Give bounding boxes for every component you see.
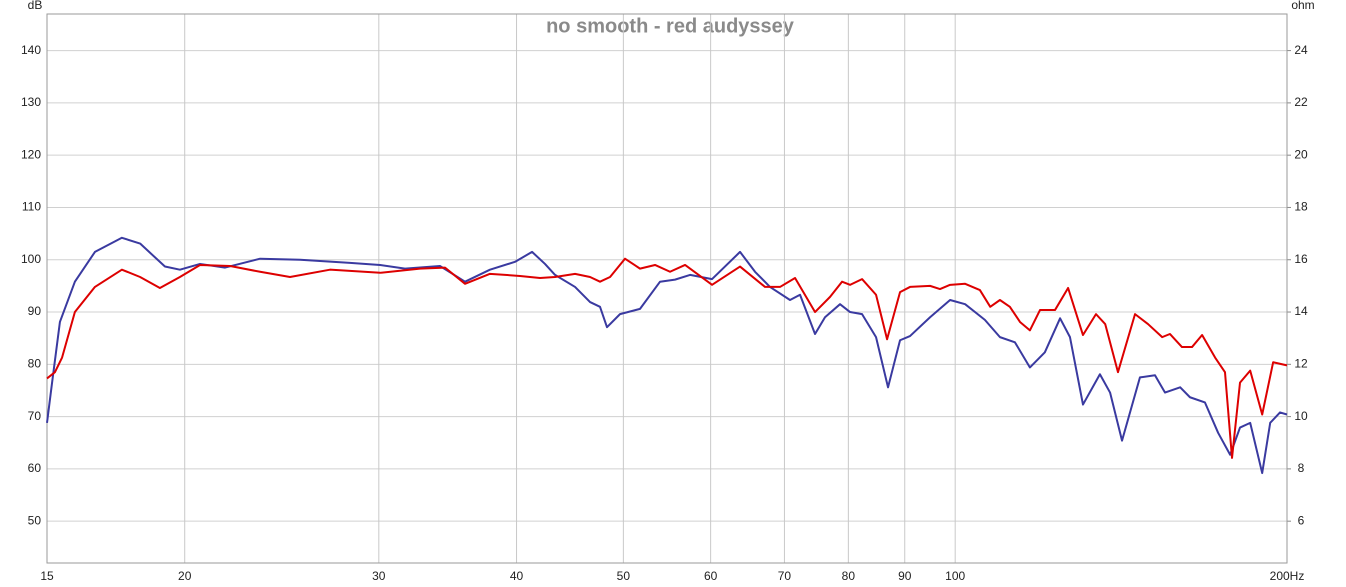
x-tick-label: 60 — [704, 569, 718, 583]
y2-tick-label: 20 — [1294, 147, 1308, 161]
plot-border — [46, 13, 1288, 564]
y2-tick-label: 10 — [1294, 409, 1308, 423]
y-tick-label: 50 — [28, 513, 42, 527]
x-tick-label: 15 — [40, 569, 54, 583]
x-tick-label: 30 — [372, 569, 386, 583]
y-tick-label: 70 — [28, 409, 42, 423]
y2-axis-unit: ohm — [1291, 0, 1314, 12]
y2-tick-label: 12 — [1294, 356, 1308, 370]
y2-tick-label: 16 — [1294, 252, 1308, 266]
y-tick-label: 60 — [28, 461, 42, 475]
data-line — [46, 236, 1288, 475]
y2-tick-label: 8 — [1298, 461, 1305, 475]
x-tick-label: 70 — [778, 569, 792, 583]
x-tick-label: 20 — [178, 569, 192, 583]
x-tick-label: 90 — [898, 569, 912, 583]
y-tick-label: 130 — [21, 95, 41, 109]
y-tick-label: 140 — [21, 43, 41, 57]
x-tick-label: 200Hz — [1270, 569, 1305, 583]
y2-tick-label: 18 — [1294, 200, 1308, 214]
x-tick-label: 80 — [842, 569, 856, 583]
y-tick-label: 100 — [21, 252, 41, 266]
y-axis-unit: dB — [28, 0, 43, 12]
y-tick-label: 90 — [28, 304, 42, 318]
x-tick-label: 100 — [945, 569, 965, 583]
y-tick-label: 110 — [22, 200, 41, 214]
y-tick-label: 120 — [21, 147, 41, 161]
y2-tick-label: 14 — [1294, 304, 1308, 318]
y2-tick-label: 24 — [1294, 43, 1308, 57]
y-tick-label: 80 — [28, 356, 42, 370]
y2-tick-label: 6 — [1298, 513, 1305, 527]
x-tick-label: 40 — [510, 569, 524, 583]
data-line — [46, 257, 1288, 459]
y2-tick-label: 22 — [1294, 95, 1308, 109]
x-tick-label: 50 — [617, 569, 631, 583]
chart-title: no smooth - red audyssey — [546, 15, 795, 37]
